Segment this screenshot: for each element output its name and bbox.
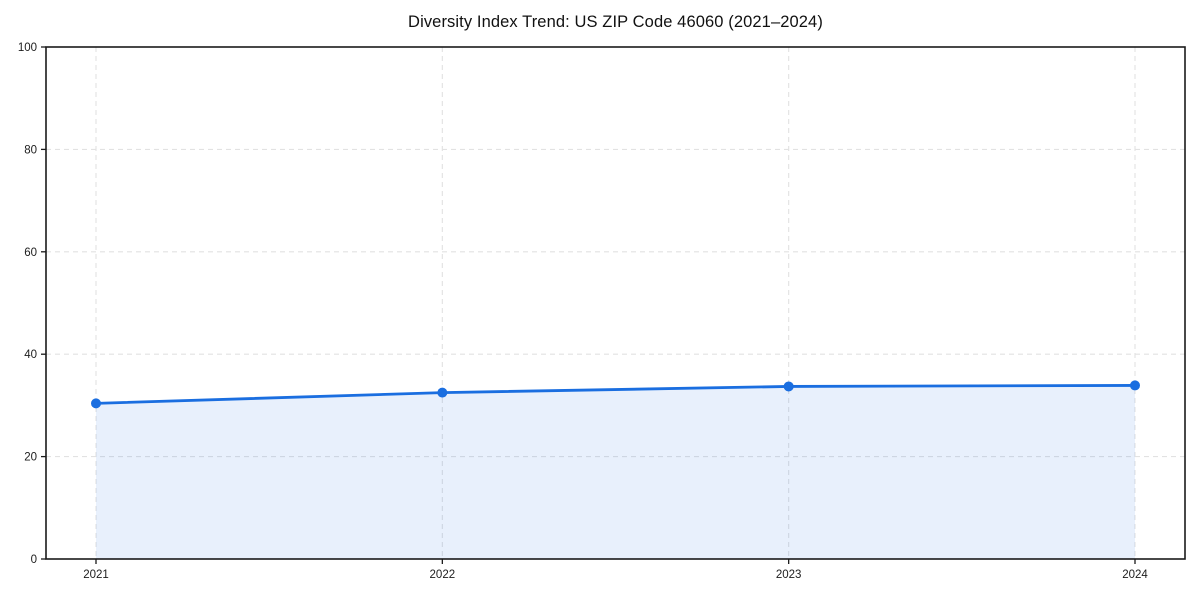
- y-tick-label: 100: [18, 42, 37, 54]
- plot-spines: [45, 46, 1186, 560]
- y-tick-label: 20: [24, 452, 37, 464]
- data-point-marker: [437, 387, 448, 398]
- x-tick-label: 2023: [776, 569, 802, 581]
- data-point-marker: [783, 381, 794, 392]
- area-fill: [96, 385, 1135, 559]
- y-tick-label: 0: [31, 554, 37, 566]
- chart-title: Diversity Index Trend: US ZIP Code 46060…: [408, 13, 823, 31]
- data-point-marker: [91, 398, 101, 409]
- data-point-marker: [1130, 380, 1140, 391]
- x-tick-label: 2021: [83, 569, 109, 581]
- trend-line: [94, 384, 1137, 405]
- y-tick-label: 40: [24, 349, 37, 361]
- x-tick-label: 2024: [1122, 569, 1148, 581]
- y-tick-label: 80: [24, 144, 37, 156]
- x-tick-label: 2022: [430, 569, 456, 581]
- y-tick-label: 60: [24, 247, 37, 259]
